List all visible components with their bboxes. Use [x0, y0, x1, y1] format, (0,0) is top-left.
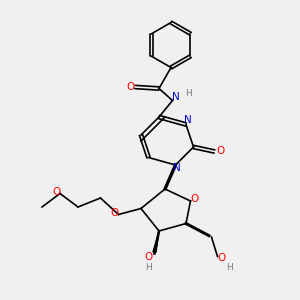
Text: O: O — [52, 187, 61, 197]
Text: O: O — [144, 251, 153, 262]
Text: N: N — [184, 115, 191, 125]
Text: N: N — [172, 92, 179, 103]
Text: N: N — [173, 163, 181, 173]
Text: H: H — [186, 88, 192, 98]
Text: H: H — [226, 262, 233, 272]
Polygon shape — [153, 231, 159, 252]
Text: O: O — [110, 208, 118, 218]
Text: O: O — [218, 253, 226, 263]
Text: O: O — [216, 146, 225, 157]
Text: O: O — [126, 82, 135, 92]
Text: O: O — [190, 194, 198, 205]
Text: H: H — [145, 262, 152, 272]
